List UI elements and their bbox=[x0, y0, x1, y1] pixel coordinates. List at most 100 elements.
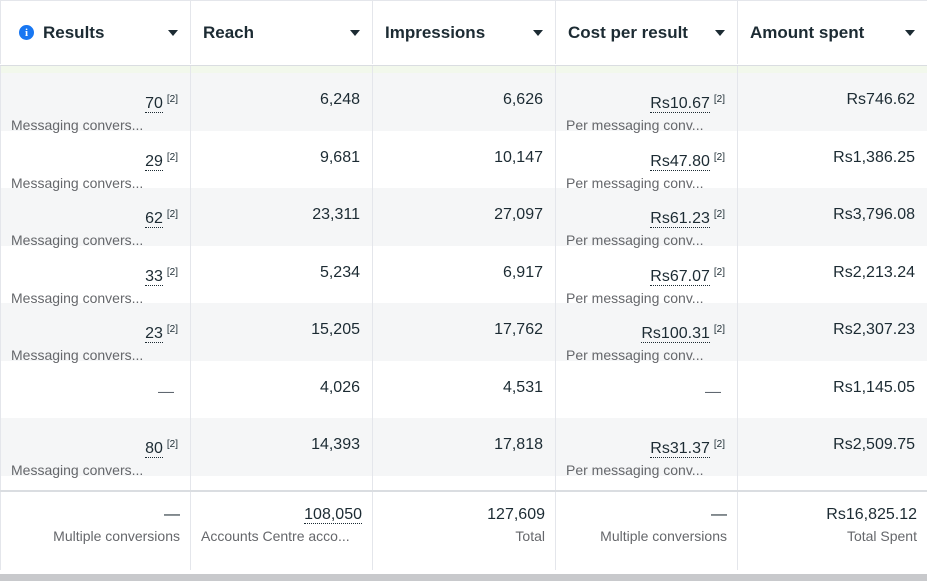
reach-value: 15,205 bbox=[311, 321, 360, 338]
reach-cell: 5,234 bbox=[191, 245, 373, 303]
gap-cell bbox=[373, 475, 556, 490]
cost-sub: Per messaging conv... bbox=[566, 462, 704, 479]
cost-sub: Per messaging conv... bbox=[566, 347, 704, 364]
impressions-value: 6,917 bbox=[502, 263, 543, 281]
table-row: — 4,026 4,531 — Rs1,145.05 bbox=[0, 360, 927, 419]
footnote-marker: [2] bbox=[166, 209, 178, 220]
footnote-marker: [2] bbox=[166, 94, 178, 105]
results-sub: Messaging convers... bbox=[11, 117, 144, 134]
chevron-down-icon[interactable] bbox=[905, 29, 915, 36]
footnote-marker: [2] bbox=[713, 439, 725, 450]
cost-sub: Per messaging conv... bbox=[566, 174, 704, 191]
total-spent-sub: Total Spent bbox=[846, 528, 917, 544]
chevron-down-icon[interactable] bbox=[533, 29, 543, 36]
impressions-cell: 6,917 bbox=[373, 245, 556, 303]
cost-sub: Per messaging conv... bbox=[566, 289, 704, 306]
gap-cell bbox=[0, 475, 191, 490]
table-header: i Results Reach Impressions Cost per resu… bbox=[0, 0, 927, 66]
cost-cell: Rs47.80 [2] Per messaging conv... bbox=[556, 130, 738, 191]
column-header-label: Cost per result bbox=[568, 22, 688, 42]
info-icon[interactable]: i bbox=[19, 25, 34, 40]
spacer-cell bbox=[0, 66, 191, 73]
reach-cell: 6,248 bbox=[191, 73, 373, 131]
reach-cell: 9,681 bbox=[191, 130, 373, 188]
total-results-cell: — Multiple conversions bbox=[0, 492, 191, 570]
results-cell: — bbox=[0, 360, 191, 418]
results-value[interactable]: 80 bbox=[145, 440, 163, 459]
results-sub: Messaging convers... bbox=[11, 174, 144, 191]
reach-cell: 23,311 bbox=[191, 188, 373, 246]
impressions-value: 27,097 bbox=[494, 206, 543, 223]
total-results-value: — bbox=[164, 506, 180, 523]
results-value[interactable]: 33 bbox=[145, 267, 163, 286]
table-row: 62 [2] Messaging convers... 23,311 27,097 Rs6… bbox=[0, 188, 927, 248]
total-spent-cell: Rs16,825.12 Total Spent bbox=[738, 492, 927, 570]
results-cell: 80 [2] Messaging convers... bbox=[0, 418, 191, 479]
spent-value: Rs3,796.08 bbox=[833, 206, 915, 223]
reach-value: 6,248 bbox=[319, 91, 360, 108]
footnote-marker: [2] bbox=[713, 151, 725, 163]
table-row: 70 [2] Messaging convers... 6,248 6,626 Rs10.… bbox=[0, 73, 927, 134]
cost-value[interactable]: Rs47.80 bbox=[650, 152, 710, 171]
reach-value: 14,393 bbox=[311, 436, 360, 453]
results-value: — bbox=[158, 382, 174, 400]
column-header-label: Reach bbox=[203, 22, 255, 42]
results-value[interactable]: 29 bbox=[145, 152, 163, 171]
table-row: 80 [2] Messaging convers... 14,393 17,818 Rs3… bbox=[0, 418, 927, 479]
total-reach-value[interactable]: 108,050 bbox=[304, 506, 362, 524]
impressions-cell: 17,818 bbox=[373, 418, 556, 476]
cost-value[interactable]: Rs61.23 bbox=[650, 210, 710, 229]
total-cost-sub: Multiple conversions bbox=[600, 528, 727, 544]
reach-cell: 14,393 bbox=[191, 418, 373, 476]
cost-value[interactable]: Rs67.07 bbox=[650, 267, 710, 286]
impressions-value: 10,147 bbox=[494, 148, 543, 166]
spent-value: Rs2,213.24 bbox=[833, 263, 915, 281]
horizontal-scrollbar[interactable] bbox=[0, 574, 927, 581]
cost-value[interactable]: Rs100.31 bbox=[641, 325, 710, 344]
impressions-cell: 27,097 bbox=[373, 188, 556, 246]
footnote-marker: [2] bbox=[713, 209, 725, 220]
spacer-cell bbox=[738, 66, 927, 73]
column-header-reach[interactable]: Reach bbox=[191, 1, 373, 64]
total-reach-cell: 108,050 Accounts Centre acco... bbox=[191, 492, 373, 570]
impressions-value: 17,762 bbox=[494, 321, 543, 338]
footnote-marker: [2] bbox=[713, 324, 725, 335]
results-value[interactable]: 23 bbox=[145, 325, 163, 344]
total-cost-cell: — Multiple conversions bbox=[556, 492, 738, 570]
footnote-marker: [2] bbox=[166, 324, 178, 335]
cost-value[interactable]: Rs10.67 bbox=[650, 95, 710, 114]
column-header-impressions[interactable]: Impressions bbox=[373, 1, 556, 64]
spent-cell: Rs2,307.23 bbox=[738, 303, 927, 361]
spacer-cell bbox=[373, 66, 556, 73]
column-header-cost-per-result[interactable]: Cost per result bbox=[556, 1, 738, 64]
spent-value: Rs746.62 bbox=[846, 91, 916, 108]
impressions-cell: 4,531 bbox=[373, 360, 556, 418]
column-header-amount-spent[interactable]: Amount spent bbox=[738, 1, 927, 64]
total-spent-value: Rs16,825.12 bbox=[826, 506, 917, 523]
results-sub: Messaging convers... bbox=[11, 462, 144, 479]
chevron-down-icon[interactable] bbox=[350, 29, 360, 36]
totals-row: — Multiple conversions 108,050 Accounts … bbox=[0, 490, 927, 572]
spent-cell: Rs1,145.05 bbox=[738, 361, 927, 419]
results-cell: 33 [2] Messaging convers... bbox=[0, 245, 191, 306]
results-value[interactable]: 62 bbox=[145, 210, 163, 229]
total-reach-sub: Accounts Centre acco... bbox=[201, 528, 350, 544]
table-body: 70 [2] Messaging convers... 6,248 6,626 Rs10.… bbox=[0, 73, 927, 479]
reach-value: 4,026 bbox=[319, 378, 360, 396]
results-value[interactable]: 70 bbox=[145, 95, 163, 114]
cost-cell: Rs67.07 [2] Per messaging conv... bbox=[556, 245, 738, 306]
impressions-value: 6,626 bbox=[502, 91, 543, 108]
total-results-sub: Multiple conversions bbox=[53, 528, 180, 544]
footnote-marker: [2] bbox=[166, 439, 178, 450]
impressions-cell: 10,147 bbox=[373, 130, 556, 188]
column-header-results[interactable]: i Results bbox=[0, 1, 191, 64]
table-row: 23 [2] Messaging convers... 15,205 17,762 Rs1… bbox=[0, 303, 927, 364]
cost-value[interactable]: Rs31.37 bbox=[650, 440, 710, 459]
spent-value: Rs1,386.25 bbox=[833, 148, 915, 166]
spent-cell: Rs1,386.25 bbox=[738, 131, 927, 189]
highlight-row bbox=[0, 66, 927, 73]
results-cell: 70 [2] Messaging convers... bbox=[0, 73, 191, 134]
results-cell: 29 [2] Messaging convers... bbox=[0, 130, 191, 191]
chevron-down-icon[interactable] bbox=[168, 29, 178, 36]
chevron-down-icon[interactable] bbox=[715, 29, 725, 36]
